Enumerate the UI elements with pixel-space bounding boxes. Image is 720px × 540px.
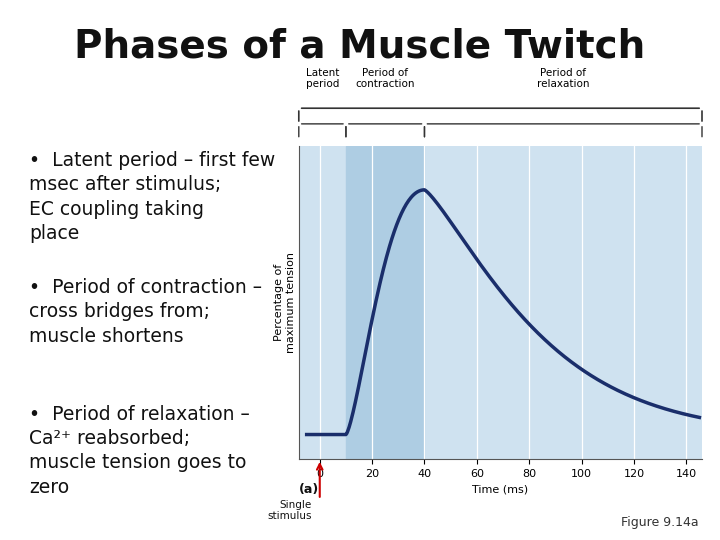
Text: Period of
relaxation: Period of relaxation	[537, 68, 590, 90]
Text: Latent
period: Latent period	[306, 68, 339, 90]
X-axis label: Time (ms): Time (ms)	[472, 484, 528, 494]
Text: •  Period of contraction –
cross bridges from;
muscle shortens: • Period of contraction – cross bridges …	[29, 278, 262, 346]
Text: Phases of a Muscle Twitch: Phases of a Muscle Twitch	[74, 27, 646, 65]
Text: Period of
contraction: Period of contraction	[356, 68, 415, 90]
Text: (a): (a)	[299, 483, 319, 496]
Bar	[346, 146, 425, 459]
Text: Single
stimulus: Single stimulus	[267, 500, 312, 521]
Text: •  Latent period – first few
msec after stimulus;
EC coupling taking
place: • Latent period – first few msec after s…	[29, 151, 275, 243]
Text: Figure 9.14a: Figure 9.14a	[621, 516, 698, 529]
Y-axis label: Percentage of
maximum tension: Percentage of maximum tension	[274, 252, 296, 353]
Text: •  Period of relaxation –
Ca²⁺ reabsorbed;
muscle tension goes to
zero: • Period of relaxation – Ca²⁺ reabsorbed…	[29, 405, 250, 497]
